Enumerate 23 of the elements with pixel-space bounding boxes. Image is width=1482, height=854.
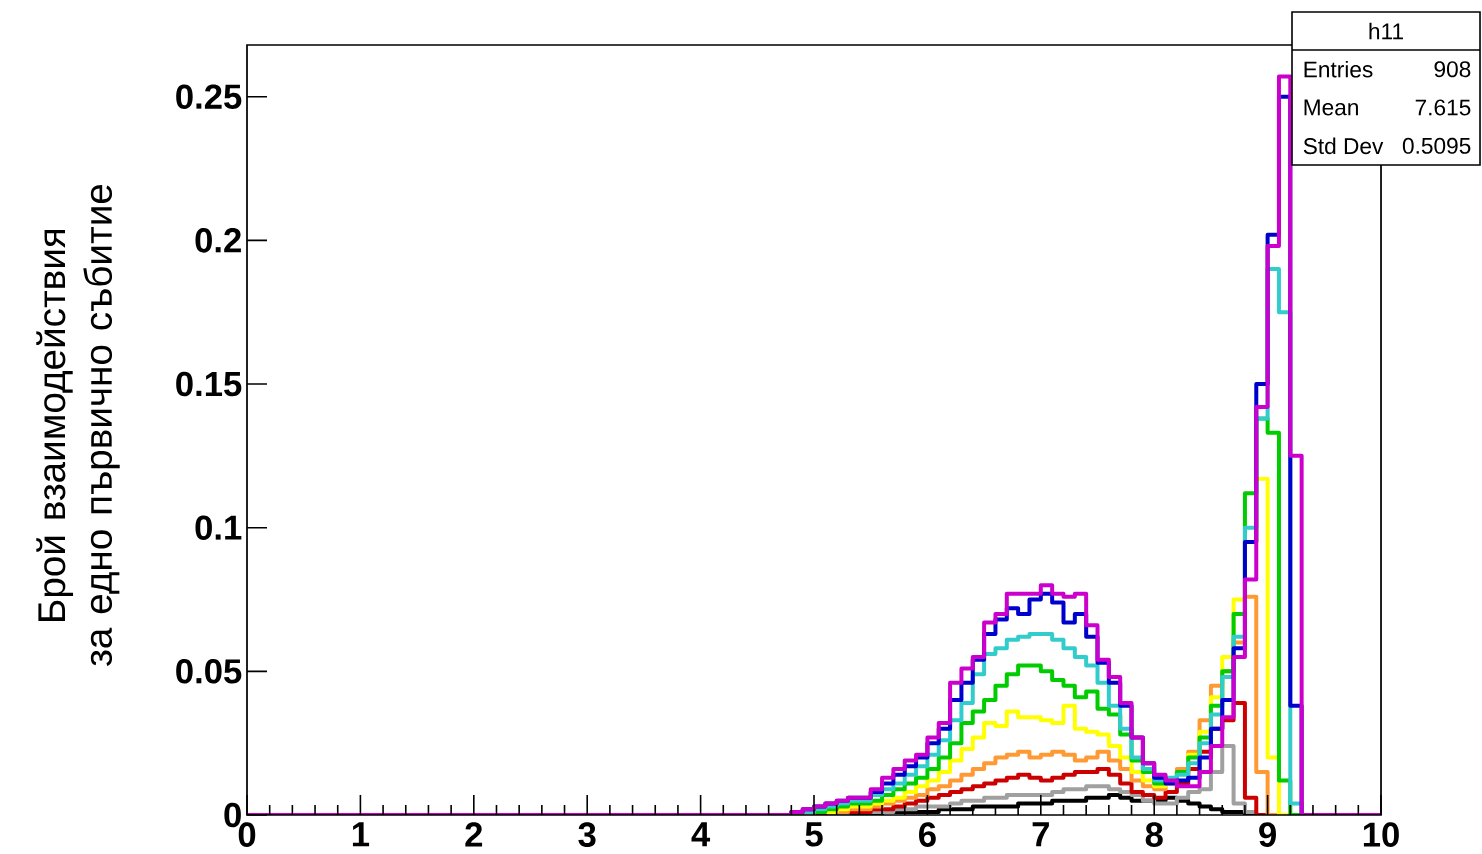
x-tick-label: 6	[919, 822, 936, 847]
text: 7.615	[1415, 99, 1471, 116]
text: h11	[1369, 22, 1403, 40]
annotation: Std Dev	[1303, 137, 1384, 155]
x-tick-label: 3	[578, 822, 596, 847]
annotation: Entries	[1304, 60, 1373, 78]
y-tick-label: 0.2	[195, 228, 241, 253]
y-axis-title: Брой взаимодействия за едно първично събитие	[36, 184, 120, 666]
x-tick-label: 5	[805, 822, 823, 847]
y-tick-label: 0.15	[176, 371, 242, 397]
x-tick-label: 8	[1145, 822, 1163, 847]
annotation: Mean	[1304, 99, 1358, 116]
x-tick-label: 1	[352, 822, 370, 847]
y-tick-label: 0.05	[176, 659, 242, 684]
text: 908	[1434, 61, 1471, 78]
x-tick-label: 7	[1032, 822, 1049, 847]
x-tick-label: 2	[465, 822, 483, 847]
text: 0.5095	[1402, 137, 1471, 154]
y-tick-label: 0.1	[195, 515, 242, 540]
x-tick-label: 9	[1259, 822, 1276, 847]
y-tick-label: 0.25	[176, 84, 242, 109]
x-tick-label: 10	[1363, 822, 1399, 847]
x-tick-label: 4	[691, 822, 711, 847]
